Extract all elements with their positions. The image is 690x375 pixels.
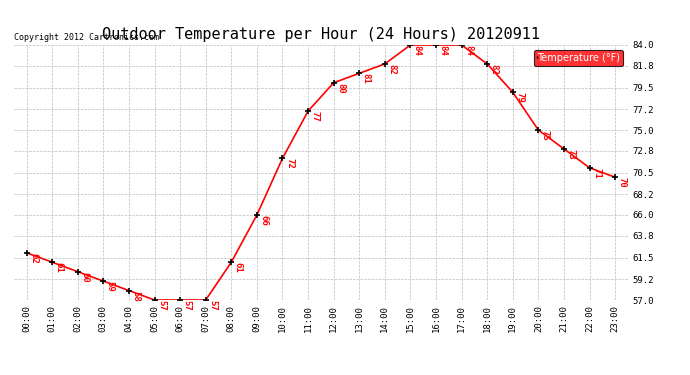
Text: 79: 79	[515, 92, 524, 103]
Text: 66: 66	[259, 215, 268, 226]
Text: 82: 82	[387, 64, 396, 75]
Text: 73: 73	[566, 149, 575, 160]
Text: 61: 61	[55, 262, 63, 273]
Text: 84: 84	[413, 45, 422, 56]
Text: 82: 82	[490, 64, 499, 75]
Text: 75: 75	[541, 130, 550, 141]
Legend: Temperature (°F): Temperature (°F)	[534, 50, 623, 66]
Text: 70: 70	[618, 177, 627, 188]
Text: Copyright 2012 Cartronics.com: Copyright 2012 Cartronics.com	[14, 33, 159, 42]
Text: 58: 58	[131, 291, 140, 301]
Text: 80: 80	[336, 83, 345, 93]
Text: 72: 72	[285, 158, 294, 169]
Text: 84: 84	[464, 45, 473, 56]
Text: 84: 84	[438, 45, 447, 56]
Text: 81: 81	[362, 74, 371, 84]
Text: 61: 61	[234, 262, 243, 273]
Text: 77: 77	[310, 111, 319, 122]
Text: 57: 57	[157, 300, 166, 311]
Text: 60: 60	[80, 272, 89, 282]
Text: 57: 57	[208, 300, 217, 311]
Text: 62: 62	[29, 253, 38, 264]
Text: 57: 57	[183, 300, 192, 311]
Title: Outdoor Temperature per Hour (24 Hours) 20120911: Outdoor Temperature per Hour (24 Hours) …	[102, 27, 540, 42]
Text: 71: 71	[592, 168, 601, 178]
Text: 59: 59	[106, 281, 115, 292]
